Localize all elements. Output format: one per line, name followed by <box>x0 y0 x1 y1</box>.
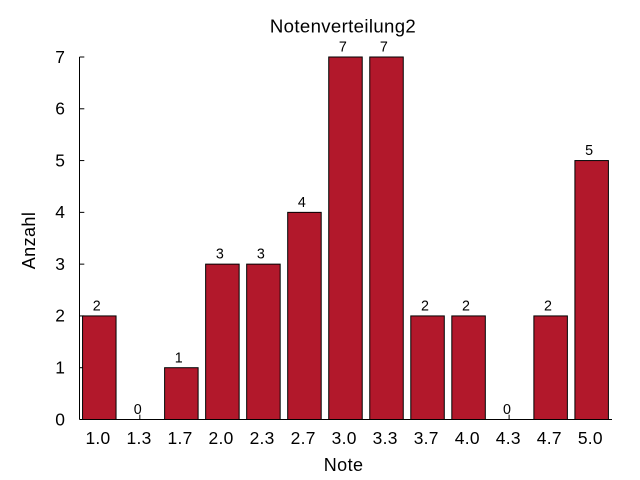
svg-text:Notenverteilung2: Notenverteilung2 <box>270 16 416 37</box>
svg-text:7: 7 <box>339 40 347 56</box>
svg-text:3: 3 <box>257 247 265 263</box>
svg-text:0: 0 <box>503 402 511 418</box>
svg-text:7: 7 <box>380 40 388 56</box>
svg-text:2.0: 2.0 <box>209 428 234 448</box>
svg-text:7: 7 <box>55 47 65 67</box>
svg-text:1.0: 1.0 <box>85 428 110 448</box>
svg-text:3.3: 3.3 <box>373 428 398 448</box>
svg-text:2: 2 <box>462 299 470 315</box>
svg-text:3: 3 <box>216 247 224 263</box>
svg-text:0: 0 <box>55 409 65 429</box>
svg-text:2: 2 <box>55 306 65 326</box>
svg-text:1.3: 1.3 <box>126 428 151 448</box>
svg-text:4.3: 4.3 <box>496 428 521 448</box>
svg-text:Anzahl: Anzahl <box>19 212 39 269</box>
svg-text:2.7: 2.7 <box>291 428 316 448</box>
svg-text:0: 0 <box>134 402 142 418</box>
svg-text:1: 1 <box>55 358 65 378</box>
svg-text:2: 2 <box>544 299 552 315</box>
svg-text:5: 5 <box>585 143 593 159</box>
svg-text:1: 1 <box>175 350 183 366</box>
svg-text:5.0: 5.0 <box>578 428 603 448</box>
svg-text:5: 5 <box>55 150 65 170</box>
svg-text:6: 6 <box>55 99 65 119</box>
svg-text:3: 3 <box>55 254 65 274</box>
svg-text:2: 2 <box>93 299 101 315</box>
svg-text:Note: Note <box>324 455 364 475</box>
svg-text:3.7: 3.7 <box>414 428 439 448</box>
svg-text:4.7: 4.7 <box>537 428 562 448</box>
svg-text:2.3: 2.3 <box>250 428 275 448</box>
svg-text:2: 2 <box>421 299 429 315</box>
svg-text:3.0: 3.0 <box>332 428 357 448</box>
svg-text:4: 4 <box>298 195 306 211</box>
svg-text:1.7: 1.7 <box>168 428 193 448</box>
svg-text:4.0: 4.0 <box>455 428 480 448</box>
svg-text:4: 4 <box>55 202 65 222</box>
